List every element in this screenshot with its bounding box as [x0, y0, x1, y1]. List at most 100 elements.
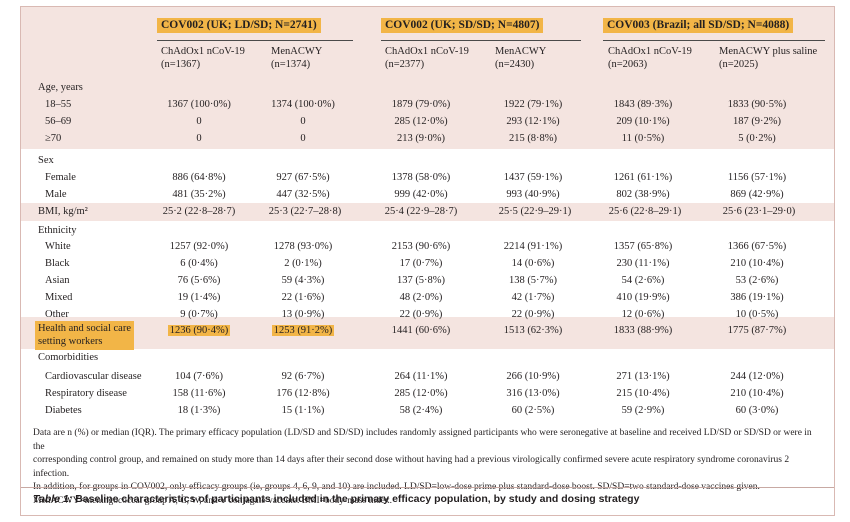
- study-header-1: COV002 (UK; LD/SD; N=2741): [157, 18, 321, 33]
- arm-header-1: ChAdOx1 nCoV-19 (n=1367): [161, 46, 245, 70]
- study-rule-2: [381, 40, 581, 41]
- row-label: 56–69: [45, 116, 72, 127]
- cell: 1261 (61·1%): [613, 172, 673, 183]
- cell: 1357 (65·8%): [613, 241, 673, 252]
- row-label: Female: [45, 172, 76, 183]
- sex-band: [21, 149, 834, 203]
- cell: 0: [196, 133, 202, 144]
- table-row: Other 9 (0·7%) 13 (0·9%) 22 (0·9%) 22 (0…: [21, 307, 834, 323]
- bmi-label: BMI, kg/m²: [38, 206, 88, 217]
- row-label: Diabetes: [45, 405, 82, 416]
- cell: 1843 (89·3%): [613, 99, 673, 110]
- age-section-label-row: Age, years: [21, 80, 834, 96]
- cell: 59 (4·3%): [281, 275, 325, 286]
- cell: 266 (10·9%): [506, 371, 560, 382]
- cell: 53 (2·6%): [735, 275, 779, 286]
- cell: 138 (5·7%): [508, 275, 558, 286]
- cell: 158 (11·6%): [172, 388, 226, 399]
- cell: 927 (67·5%): [276, 172, 330, 183]
- table-row: Cardiovascular disease 104 (7·6%) 92 (6·…: [21, 369, 834, 385]
- cell: 1922 (79·1%): [503, 99, 563, 110]
- cell: 42 (1·7%): [511, 292, 555, 303]
- cell: 25·4 (22·9–28·7): [384, 206, 458, 217]
- ethnicity-section-label: Ethnicity: [38, 225, 77, 236]
- arm-header-4: MenACWY (n=2430): [495, 46, 547, 70]
- cell: 2 (0·1%): [284, 258, 322, 269]
- cell: 48 (2·0%): [399, 292, 443, 303]
- row-label: 18–55: [45, 99, 72, 110]
- row-label: Mixed: [45, 292, 73, 303]
- cell: 137 (5·8%): [396, 275, 446, 286]
- cell: 5 (0·2%): [738, 133, 776, 144]
- table-row: 56–69 0 0 285 (12·0%) 293 (12·1%) 209 (1…: [21, 114, 834, 130]
- study-rule-3: [603, 40, 825, 41]
- cell: 22 (0·9%): [511, 309, 555, 320]
- cell: 1879 (79·0%): [391, 99, 451, 110]
- cell: 210 (10·4%): [730, 258, 784, 269]
- table-row: Female 886 (64·8%) 927 (67·5%) 1378 (58·…: [21, 170, 834, 186]
- cell: 1437 (59·1%): [503, 172, 563, 183]
- caption-divider: [21, 487, 834, 488]
- cell: 285 (12·0%): [394, 388, 448, 399]
- row-label: Other: [45, 309, 69, 320]
- cell: 58 (2·4%): [399, 405, 443, 416]
- cell: 213 (9·0%): [396, 133, 446, 144]
- cell: 187 (9·2%): [732, 116, 782, 127]
- table-row: White 1257 (92·0%) 1278 (93·0%) 2153 (90…: [21, 239, 834, 255]
- table-caption: Table 1: Baseline characteristics of par…: [33, 493, 640, 505]
- table-row: Male 481 (35·2%) 447 (32·5%) 999 (42·0%)…: [21, 187, 834, 203]
- cell: 1278 (93·0%): [273, 241, 333, 252]
- table-row: ≥70 0 0 213 (9·0%) 215 (8·8%) 11 (0·5%) …: [21, 131, 834, 147]
- ethnicity-section-label-row: Ethnicity: [21, 223, 834, 239]
- cell: 18 (1·3%): [177, 405, 221, 416]
- cell: 104 (7·6%): [174, 371, 224, 382]
- comorbidities-section-label-row: Comorbidities: [21, 350, 834, 366]
- cell: 22 (0·9%): [399, 309, 443, 320]
- study-rule-1: [157, 40, 353, 41]
- row-label: Black: [45, 258, 70, 269]
- table-row: Black 6 (0·4%) 2 (0·1%) 17 (0·7%) 14 (0·…: [21, 256, 834, 272]
- cell: 481 (35·2%): [172, 189, 226, 200]
- cell: 76 (5·6%): [177, 275, 221, 286]
- cell: 230 (11·1%): [616, 258, 670, 269]
- table-row: 18–55 1367 (100·0%) 1374 (100·0%) 1879 (…: [21, 97, 834, 113]
- cell: 215 (10·4%): [616, 388, 670, 399]
- cell: 386 (19·1%): [730, 292, 784, 303]
- cell: 1378 (58·0%): [391, 172, 451, 183]
- cell: 22 (1·6%): [281, 292, 325, 303]
- cell: 316 (13·0%): [506, 388, 560, 399]
- cell: 176 (12·8%): [276, 388, 330, 399]
- cell: 264 (11·1%): [394, 371, 448, 382]
- cell: 1367 (100·0%): [167, 99, 231, 110]
- cell: 0: [300, 133, 306, 144]
- row-label: Cardiovascular disease: [45, 371, 142, 382]
- cell: 210 (10·4%): [730, 388, 784, 399]
- cell: 1374 (100·0%): [271, 99, 335, 110]
- arm-header-5: ChAdOx1 nCoV-19 (n=2063): [608, 46, 692, 70]
- cell: 802 (38·9%): [616, 189, 670, 200]
- hcw-row: 1236 (90·4%) 1253 (91·2%) 1441 (60·6%) 1…: [21, 323, 834, 339]
- table-row: Mixed 19 (1·4%) 22 (1·6%) 48 (2·0%) 42 (…: [21, 290, 834, 306]
- cell: 25·2 (22·8–28·7): [162, 206, 236, 217]
- age-section-label: Age, years: [38, 82, 83, 93]
- cell: 1833 (90·5%): [727, 99, 787, 110]
- table-frame: COV002 (UK; LD/SD; N=2741) COV002 (UK; S…: [20, 6, 835, 516]
- study-header-3: COV003 (Brazil; all SD/SD; N=4088): [603, 18, 794, 33]
- cell: 19 (1·4%): [177, 292, 221, 303]
- sex-section-label: Sex: [38, 155, 54, 166]
- cell: 1257 (92·0%): [169, 241, 229, 252]
- cell: 54 (2·6%): [621, 275, 665, 286]
- cell: 209 (10·1%): [616, 116, 670, 127]
- cell: 60 (3·0%): [735, 405, 779, 416]
- cell: 11 (0·5%): [621, 133, 665, 144]
- cell: 285 (12·0%): [394, 116, 448, 127]
- cell: 999 (42·0%): [394, 189, 448, 200]
- cell: 0: [300, 116, 306, 127]
- cell: 13 (0·9%): [281, 309, 325, 320]
- cell: 447 (32·5%): [276, 189, 330, 200]
- cell: 60 (2·5%): [511, 405, 555, 416]
- hcw-label: Health and social care setting workers: [35, 321, 134, 350]
- row-label: White: [45, 241, 71, 252]
- cell: 25·6 (22·8–29·1): [608, 206, 682, 217]
- arm-header-2: MenACWY (n=1374): [271, 46, 323, 70]
